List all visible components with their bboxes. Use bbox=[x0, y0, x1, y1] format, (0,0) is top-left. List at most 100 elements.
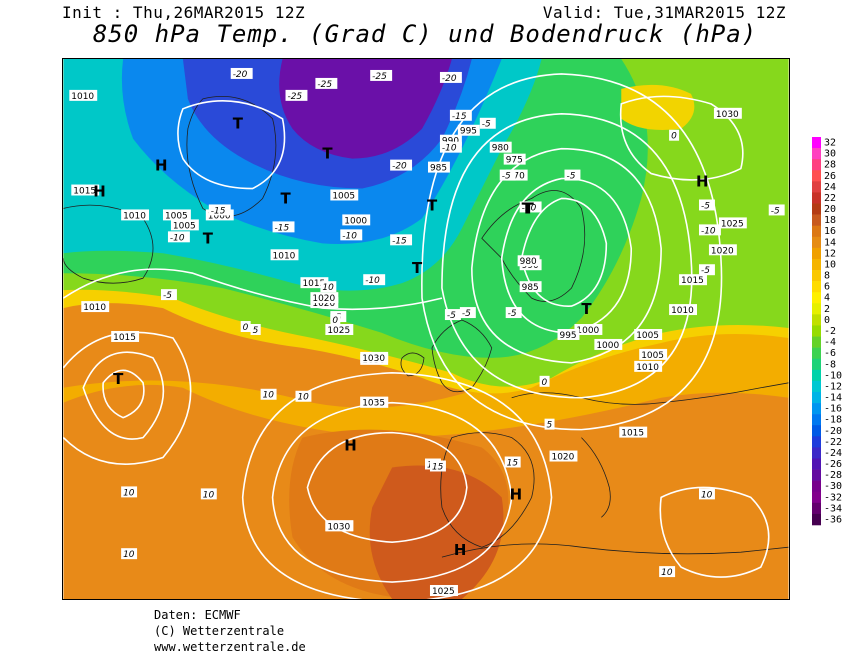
temperature-label: -5 bbox=[502, 172, 511, 182]
legend-swatch bbox=[812, 137, 821, 149]
valid-time: Valid: Tue,31MAR2015 12Z bbox=[542, 3, 786, 22]
legend-label: -16 bbox=[824, 404, 842, 415]
legend-label: 18 bbox=[824, 215, 836, 226]
legend-label: 26 bbox=[824, 171, 836, 182]
legend-swatch bbox=[812, 281, 821, 293]
legend-swatch bbox=[812, 303, 821, 315]
temperature-label: -5 bbox=[701, 201, 710, 211]
continent-coast bbox=[511, 382, 789, 405]
temperature-label: 10 bbox=[203, 490, 215, 500]
isobar-1010-west bbox=[63, 331, 192, 465]
pressure-label: 1035 bbox=[362, 399, 385, 409]
legend-label: -10 bbox=[824, 370, 842, 381]
temperature-label: -15 bbox=[211, 206, 226, 216]
legend-label: -30 bbox=[824, 481, 842, 492]
pressure-label: 1030 bbox=[716, 110, 739, 120]
temperature-label: -5 bbox=[771, 206, 780, 216]
isobar-1015 bbox=[421, 73, 723, 431]
legend-swatch bbox=[812, 469, 821, 481]
high-pressure-center: H bbox=[696, 173, 709, 191]
temperature-label: -25 bbox=[317, 80, 332, 90]
temperature-label: -15 bbox=[392, 236, 407, 246]
legend-label: -6 bbox=[824, 348, 836, 359]
pressure-label: 1010 bbox=[123, 211, 146, 221]
temperature-label: 15 bbox=[507, 458, 519, 468]
pressure-label: 1020 bbox=[312, 299, 335, 309]
temperature-label: 10 bbox=[123, 488, 135, 498]
legend-label: 16 bbox=[824, 226, 836, 237]
pressure-label: 1030 bbox=[362, 354, 385, 364]
pressure-label: 1020 bbox=[552, 453, 575, 463]
pressure-label: 1005 bbox=[173, 221, 196, 231]
low-pressure-center: T bbox=[322, 145, 333, 163]
credit-url[interactable]: www.wetterzentrale.de bbox=[154, 640, 306, 654]
legend-swatch bbox=[812, 403, 821, 415]
pressure-label: 1005 bbox=[165, 211, 188, 221]
legend-label: -2 bbox=[824, 326, 836, 337]
legend-swatch bbox=[812, 447, 821, 459]
isobar-1010-atlantic bbox=[63, 268, 443, 311]
temperature-label: 0 bbox=[332, 316, 338, 326]
low-pressure-center: T bbox=[427, 196, 438, 214]
isobar-1025 bbox=[241, 372, 553, 599]
pressure-label: 970 bbox=[508, 172, 525, 182]
temperature-label: -5 bbox=[447, 311, 456, 321]
isobar-975 bbox=[520, 197, 608, 307]
pressure-label: 990 bbox=[442, 137, 459, 147]
legend-swatch bbox=[812, 391, 821, 404]
isobar-1005-west bbox=[82, 351, 165, 440]
pressure-label: 1020 bbox=[312, 294, 335, 304]
legend-swatch bbox=[812, 380, 821, 393]
legend-swatch bbox=[812, 414, 821, 426]
pressure-label: 1015 bbox=[302, 279, 325, 289]
temperature-label: -20 bbox=[442, 74, 457, 84]
legend-swatch bbox=[812, 491, 821, 504]
temperature-label: 0 bbox=[671, 132, 677, 142]
legend-label: 10 bbox=[824, 259, 836, 270]
legend-label: 2 bbox=[824, 304, 830, 315]
isobar-1015-se bbox=[659, 486, 770, 578]
high-pressure-center: H bbox=[344, 437, 357, 455]
legend-label: -4 bbox=[824, 337, 836, 348]
legend-swatch bbox=[812, 436, 821, 448]
temperature-label: 15 bbox=[432, 462, 444, 472]
pressure-label: 1030 bbox=[327, 522, 350, 532]
pressure-label: 1020 bbox=[711, 246, 734, 256]
legend-swatch bbox=[812, 480, 821, 493]
pressure-label: 1015 bbox=[73, 187, 96, 197]
temp-field-0-5 bbox=[63, 331, 789, 438]
africa-coast bbox=[441, 543, 789, 558]
legend-swatch bbox=[812, 247, 821, 260]
pressure-label: 1000 bbox=[208, 211, 231, 221]
legend-swatch bbox=[812, 513, 821, 526]
low-pressure-center: T bbox=[233, 115, 244, 133]
temperature-label: 10 bbox=[263, 391, 275, 401]
credit-copyright: (C) Wetterzentrale bbox=[154, 624, 285, 638]
legend-label: -22 bbox=[824, 437, 842, 448]
temperature-label: -25 bbox=[372, 72, 387, 82]
temperature-labels: -20-25-25-25-20-15-10-5-15-10-5051015101… bbox=[121, 67, 785, 578]
pressure-label: 1000 bbox=[596, 341, 619, 351]
canada-coast bbox=[63, 204, 154, 284]
pressure-label: 995 bbox=[560, 331, 577, 341]
pressure-label: 980 bbox=[520, 257, 537, 267]
pressure-label: 1025 bbox=[327, 326, 350, 336]
legend-swatch bbox=[812, 292, 821, 304]
legend-label: 0 bbox=[824, 315, 830, 326]
pressure-label: 1015 bbox=[113, 333, 136, 343]
legend-label: -14 bbox=[824, 393, 842, 404]
pressure-label: 1010 bbox=[636, 363, 659, 373]
temperature-label: -5 bbox=[508, 309, 517, 319]
temperature-label: -20 bbox=[233, 70, 248, 80]
isobar-1035 bbox=[306, 431, 468, 544]
temperature-label: -25 bbox=[288, 92, 303, 102]
legend-label: -36 bbox=[824, 514, 842, 525]
high-pressure-center: H bbox=[454, 541, 467, 559]
credit-data-source: Daten: ECMWF bbox=[154, 608, 241, 622]
legend-label: 20 bbox=[824, 204, 836, 215]
isobar-1030-east bbox=[619, 95, 744, 181]
warm-pocket-east bbox=[621, 84, 695, 130]
italy-coast bbox=[581, 437, 611, 518]
temperature-label: 5 bbox=[253, 326, 259, 336]
high-pressure-center: H bbox=[93, 182, 106, 200]
